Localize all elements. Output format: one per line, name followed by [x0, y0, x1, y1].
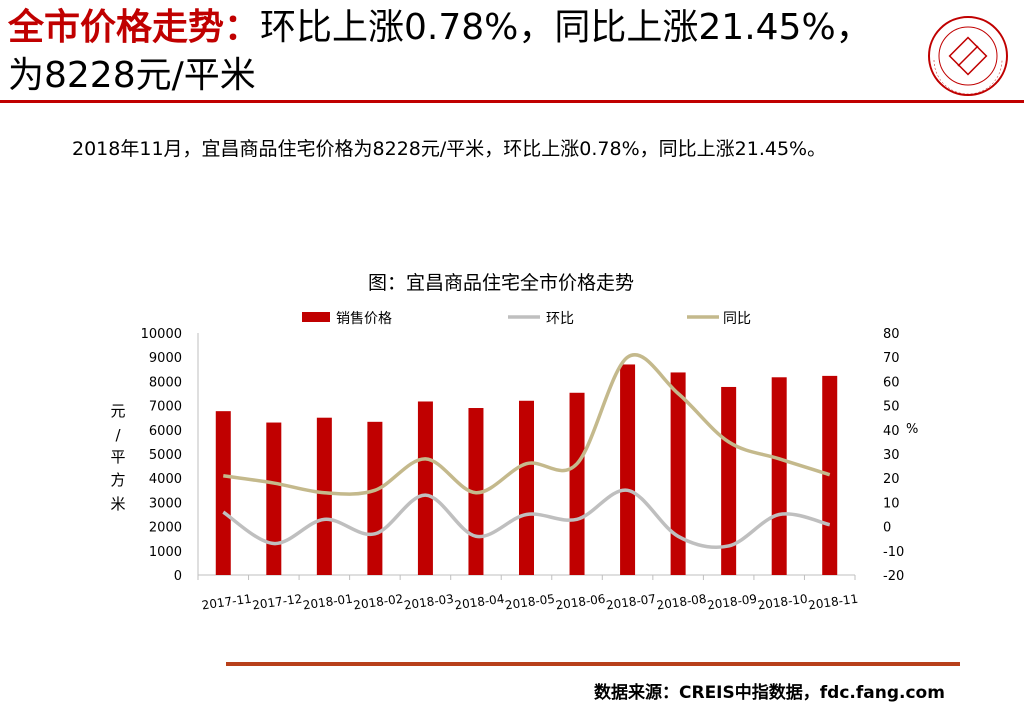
- right-axis-tick-label: 10: [883, 496, 900, 511]
- left-axis-tick-label: 0: [174, 569, 182, 584]
- data-source: 数据来源：CREIS中指数据，fdc.fang.com: [594, 683, 945, 703]
- x-axis-category-label: 2018-03: [403, 592, 455, 613]
- legend-yoy-label: 同比: [723, 311, 751, 327]
- chart-title: 图：宜昌商品住宅全市价格走势: [368, 272, 635, 294]
- price-bar: [822, 375, 838, 575]
- china-index-academy-logo: [928, 16, 1008, 96]
- x-axis-category-label: 2018-10: [757, 592, 809, 613]
- left-axis-label-char: 平: [110, 448, 125, 466]
- price-bar: [266, 422, 282, 575]
- page-title: 全市价格走势：环比上涨0.78%，同比上涨21.45%，为8228元/平米: [8, 4, 888, 100]
- left-axis-tick-label: 5000: [149, 448, 182, 463]
- price-bar: [620, 364, 636, 575]
- x-axis-category-label: 2018-02: [353, 592, 405, 613]
- x-axis-category-label: 2017-11: [201, 592, 253, 613]
- title-divider: [0, 100, 1024, 103]
- legend-mom-label: 环比: [546, 311, 574, 327]
- page-title-highlight: 全市价格走势：: [8, 7, 261, 48]
- right-axis-tick-label: 30: [883, 448, 900, 463]
- x-axis-category-label: 2018-07: [605, 592, 657, 613]
- x-axis-category-label: 2018-05: [504, 592, 556, 613]
- right-axis-tick-label: 0: [883, 521, 891, 536]
- left-axis-tick-label: 3000: [149, 496, 182, 511]
- price-bar: [316, 417, 332, 575]
- price-bar: [519, 400, 534, 575]
- right-axis-label: %: [906, 422, 918, 437]
- legend-price-label: 销售价格: [336, 311, 392, 327]
- mom-change-line: [222, 488, 831, 550]
- page-title-rest: 环比上涨0.78%，同比上涨21.45%，为8228元/平米: [8, 7, 872, 96]
- right-axis-tick-label: 40: [883, 424, 900, 439]
- x-axis-category-label: 2018-08: [656, 592, 708, 613]
- x-axis-category-label: 2017-12: [251, 592, 303, 613]
- price-bar: [367, 421, 383, 575]
- legend-price-swatch: [302, 312, 330, 322]
- x-axis-category-label: 2018-09: [706, 592, 758, 613]
- x-axis-category-label: 2018-01: [302, 592, 354, 613]
- left-axis-tick-label: 7000: [149, 400, 182, 415]
- left-axis-tick-label: 8000: [149, 375, 182, 390]
- right-axis-tick-label: 20: [883, 472, 900, 487]
- x-axis-category-label: 2018-04: [454, 592, 506, 613]
- price-bar: [721, 386, 737, 575]
- price-bar: [670, 372, 686, 575]
- left-axis-label-char: 方: [110, 471, 125, 489]
- left-axis-tick-label: 4000: [149, 472, 182, 487]
- left-axis-tick-label: 10000: [141, 327, 182, 342]
- left-axis-tick-label: 6000: [149, 424, 182, 439]
- price-bar: [215, 411, 231, 575]
- price-bar: [569, 392, 585, 575]
- footer-divider: [226, 662, 960, 666]
- right-axis-tick-label: -20: [883, 569, 904, 584]
- left-axis-label-char: 米: [110, 495, 125, 513]
- price-bar: [771, 377, 787, 575]
- right-axis-tick-label: -10: [883, 545, 904, 560]
- right-axis-tick-label: 80: [883, 327, 900, 342]
- x-axis-category-label: 2018-06: [555, 592, 607, 613]
- left-axis-tick-label: 9000: [149, 351, 182, 366]
- x-axis-category-label: 2018-11: [807, 592, 859, 613]
- right-axis-tick-label: 60: [883, 375, 900, 390]
- right-axis-tick-label: 50: [883, 400, 900, 415]
- right-axis-tick-label: 70: [883, 351, 900, 366]
- yoy-change-line: [223, 353, 831, 496]
- left-axis-label-char: /: [115, 426, 121, 444]
- left-axis-tick-label: 1000: [149, 545, 182, 560]
- left-axis-tick-label: 2000: [149, 521, 182, 536]
- summary-text: 2018年11月，宜昌商品住宅价格为8228元/平米，环比上涨0.78%，同比上…: [72, 138, 827, 160]
- price-bar: [417, 401, 433, 575]
- left-axis-label-char: 元: [110, 402, 125, 420]
